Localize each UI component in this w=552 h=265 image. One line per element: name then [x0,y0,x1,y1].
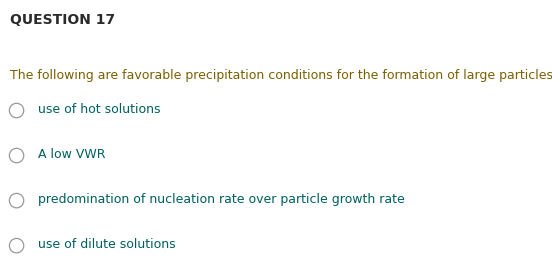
Text: use of hot solutions: use of hot solutions [38,103,160,116]
Text: use of dilute solutions: use of dilute solutions [38,238,175,251]
Text: The following are favorable precipitation conditions for the formation of large : The following are favorable precipitatio… [10,69,552,82]
Text: predomination of nucleation rate over particle growth rate: predomination of nucleation rate over pa… [38,193,404,206]
Text: A low VWR: A low VWR [38,148,105,161]
Text: QUESTION 17: QUESTION 17 [10,13,115,27]
